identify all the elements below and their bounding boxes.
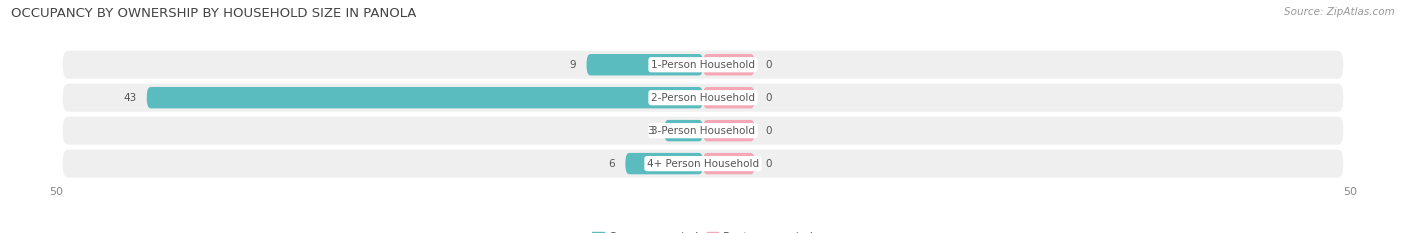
Text: Source: ZipAtlas.com: Source: ZipAtlas.com: [1284, 7, 1395, 17]
FancyBboxPatch shape: [146, 87, 703, 108]
Text: 0: 0: [765, 159, 772, 169]
Text: 4+ Person Household: 4+ Person Household: [647, 159, 759, 169]
FancyBboxPatch shape: [664, 120, 703, 141]
Text: 2-Person Household: 2-Person Household: [651, 93, 755, 103]
Text: 43: 43: [124, 93, 136, 103]
Text: OCCUPANCY BY OWNERSHIP BY HOUSEHOLD SIZE IN PANOLA: OCCUPANCY BY OWNERSHIP BY HOUSEHOLD SIZE…: [11, 7, 416, 20]
FancyBboxPatch shape: [63, 117, 1343, 145]
FancyBboxPatch shape: [63, 84, 1343, 112]
FancyBboxPatch shape: [703, 153, 755, 174]
Text: 0: 0: [765, 60, 772, 70]
FancyBboxPatch shape: [63, 150, 1343, 178]
FancyBboxPatch shape: [626, 153, 703, 174]
Text: 9: 9: [569, 60, 576, 70]
FancyBboxPatch shape: [703, 87, 755, 108]
Text: 3-Person Household: 3-Person Household: [651, 126, 755, 136]
Text: 1-Person Household: 1-Person Household: [651, 60, 755, 70]
Text: 0: 0: [765, 126, 772, 136]
FancyBboxPatch shape: [586, 54, 703, 75]
Text: 0: 0: [765, 93, 772, 103]
FancyBboxPatch shape: [703, 54, 755, 75]
Text: 6: 6: [609, 159, 614, 169]
FancyBboxPatch shape: [703, 120, 755, 141]
FancyBboxPatch shape: [63, 51, 1343, 79]
Text: 3: 3: [647, 126, 654, 136]
Legend: Owner-occupied, Renter-occupied: Owner-occupied, Renter-occupied: [588, 227, 818, 233]
